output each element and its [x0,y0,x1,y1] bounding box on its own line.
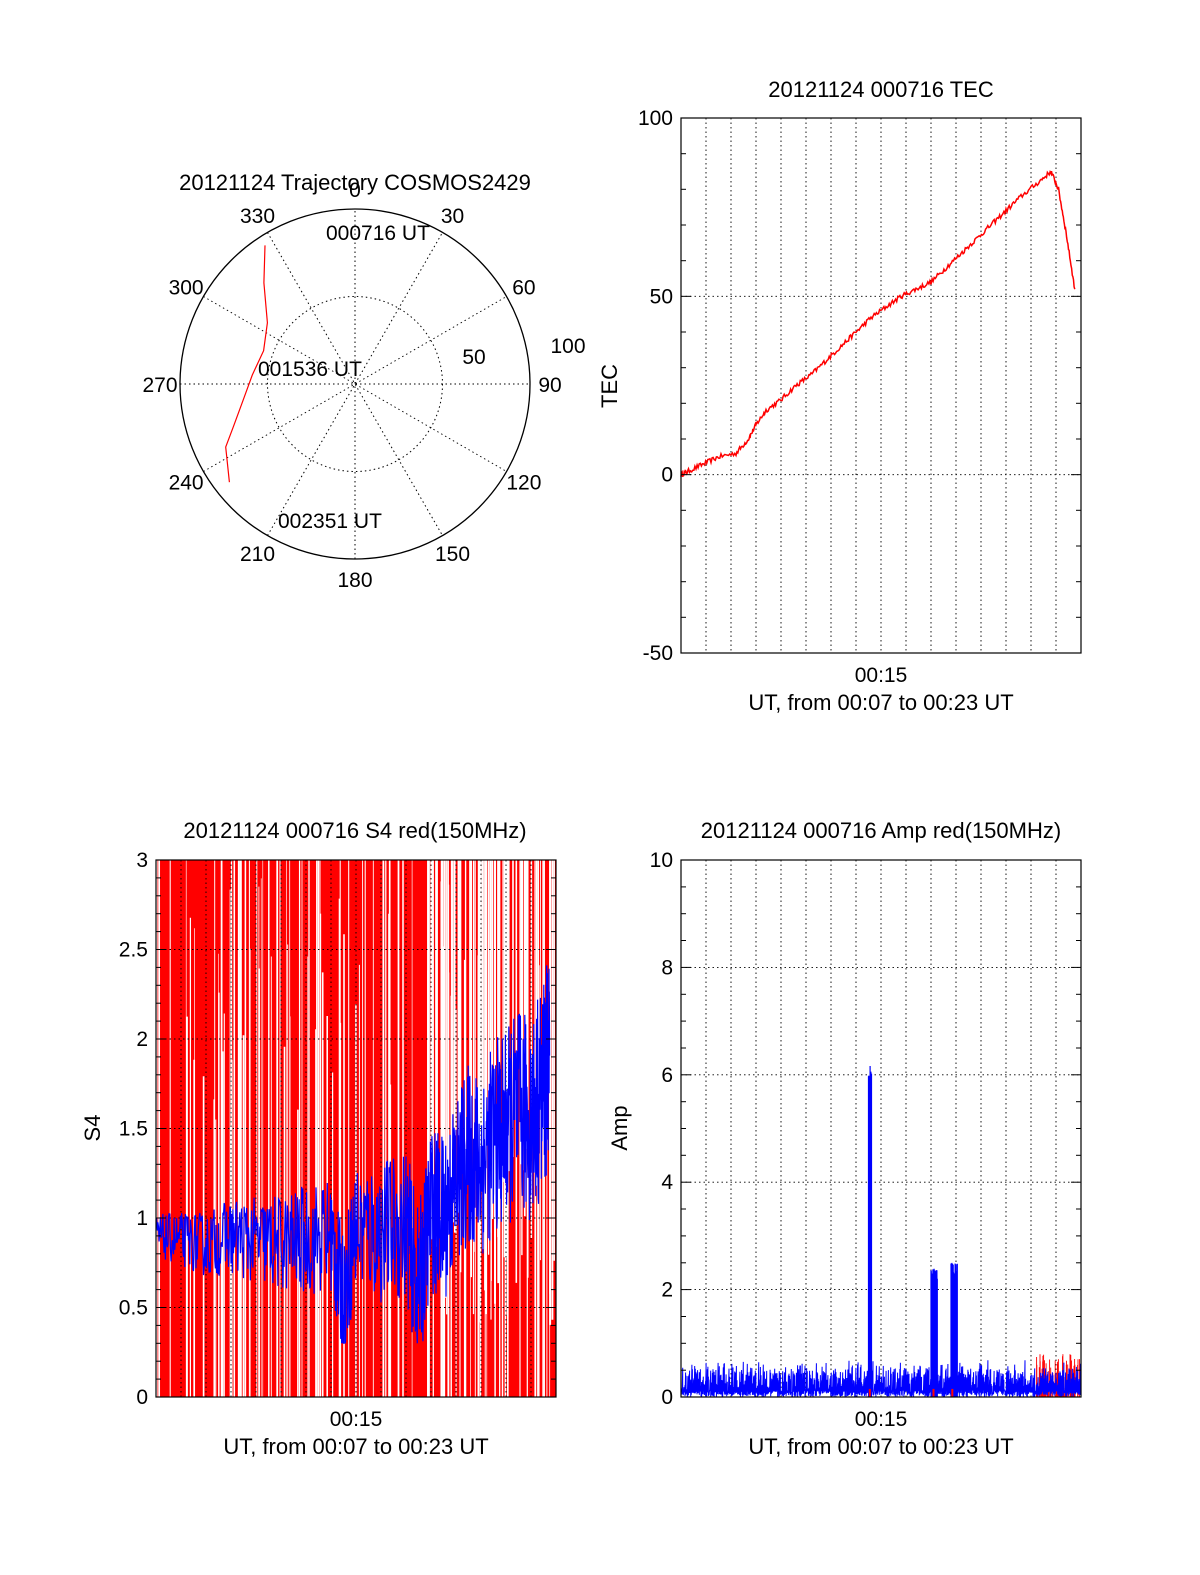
polar-grid [179,208,531,560]
polar-azimuth-labels: 0 30 60 90 120 150 180 210 240 270 300 330 [142,179,561,592]
annotation-mid: 001536 UT [258,358,362,381]
s4-title: 20121124 000716 S4 red(150MHz) [183,818,526,843]
y-tick-label: 4 [661,1171,673,1194]
polar-azimuth-label: 330 [240,205,275,228]
y-tick-label: -50 [643,642,673,665]
y-tick-label: 1 [136,1207,148,1230]
y-tick-label: 10 [650,849,673,872]
polar-radius-label-100: 100 [550,335,585,358]
y-tick-label: 8 [661,956,673,979]
polar-azimuth-label: 0 [349,179,361,202]
amp-x-axis-label: UT, from 00:07 to 00:23 UT [748,1434,1013,1459]
polar-azimuth-label: 90 [538,374,561,397]
amp-x-tick-label: 00:15 [855,1408,908,1431]
amp-blue-spike [867,1065,873,1398]
polar-radius-label-50: 50 [462,346,485,369]
polar-azimuth-label: 180 [337,569,372,592]
amp-blue-spike [950,1262,958,1398]
trajectory-line [225,245,269,483]
y-tick-label: 6 [661,1064,673,1087]
y-tick-label: 2 [661,1279,673,1302]
y-tick-label: 2.5 [119,939,148,962]
trajectory-title: 20121124 Trajectory COSMOS2429 [179,170,531,195]
s4-blue-series [155,965,551,1344]
amp-y-ticks: 10 8 6 4 2 0 [650,849,1081,1409]
s4-y-axis-label: S4 [80,1115,105,1142]
amp-y-axis-label: Amp [607,1105,632,1150]
tec-series-line [680,169,1076,478]
tec-x-axis-label: UT, from 00:07 to 00:23 UT [748,690,1013,715]
polar-azimuth-label: 300 [169,277,204,300]
annotation-start: 000716 UT [326,222,430,245]
tec-y-ticks: 100 50 0 -50 [638,107,1081,665]
y-tick-label: 2 [136,1028,148,1051]
amp-grid [681,860,1081,1397]
tec-frame [680,117,1082,654]
tec-grid [681,118,1081,653]
y-tick-label: 3 [136,849,148,872]
amp-series [680,1065,1082,1398]
y-tick-label: 0 [661,1386,673,1409]
polar-azimuth-label: 240 [169,472,204,495]
polar-azimuth-label: 120 [506,472,541,495]
polar-azimuth-label: 150 [435,543,470,566]
amp-blue-spike [930,1268,938,1398]
y-tick-label: 1.5 [119,1118,148,1141]
s4-plot: 20121124 000716 S4 red(150MHz) 3 2.5 2 1.5 1… [80,818,557,1459]
trajectory-polar-plot: 20121124 Trajectory COSMOS2429 0 30 60 90 12… [142,170,585,592]
annotation-end: 002351 UT [278,510,382,533]
s4-x-tick-label: 00:15 [330,1408,383,1431]
polar-azimuth-label: 60 [512,277,535,300]
y-tick-label: 100 [638,107,673,130]
amp-title: 20121124 000716 Amp red(150MHz) [701,818,1061,843]
tec-y-axis-label: TEC [597,364,622,408]
amp-blue-noise [680,1360,1082,1398]
tec-title: 20121124 000716 TEC [768,77,994,102]
y-tick-label: 0.5 [119,1297,148,1320]
s4-x-axis-label: UT, from 00:07 to 00:23 UT [223,1434,488,1459]
polar-azimuth-label: 270 [142,374,177,397]
polar-azimuth-label: 210 [240,543,275,566]
y-tick-label: 50 [650,285,673,308]
tec-plot: 20121124 000716 TEC 100 50 0 -50 00:15 UT, … [597,77,1082,715]
polar-azimuth-label: 30 [441,205,464,228]
amp-plot: 20121124 000716 Amp red(150MHz) 1086420 … [607,818,1082,1459]
s4-y-ticks: 3 2.5 2 1.5 1 0.5 0 [119,849,556,1409]
y-tick-label: 0 [661,464,673,487]
amp-frame [680,859,1082,1398]
y-tick-label: 0 [136,1386,148,1409]
tec-x-tick-label: 00:15 [855,664,908,687]
